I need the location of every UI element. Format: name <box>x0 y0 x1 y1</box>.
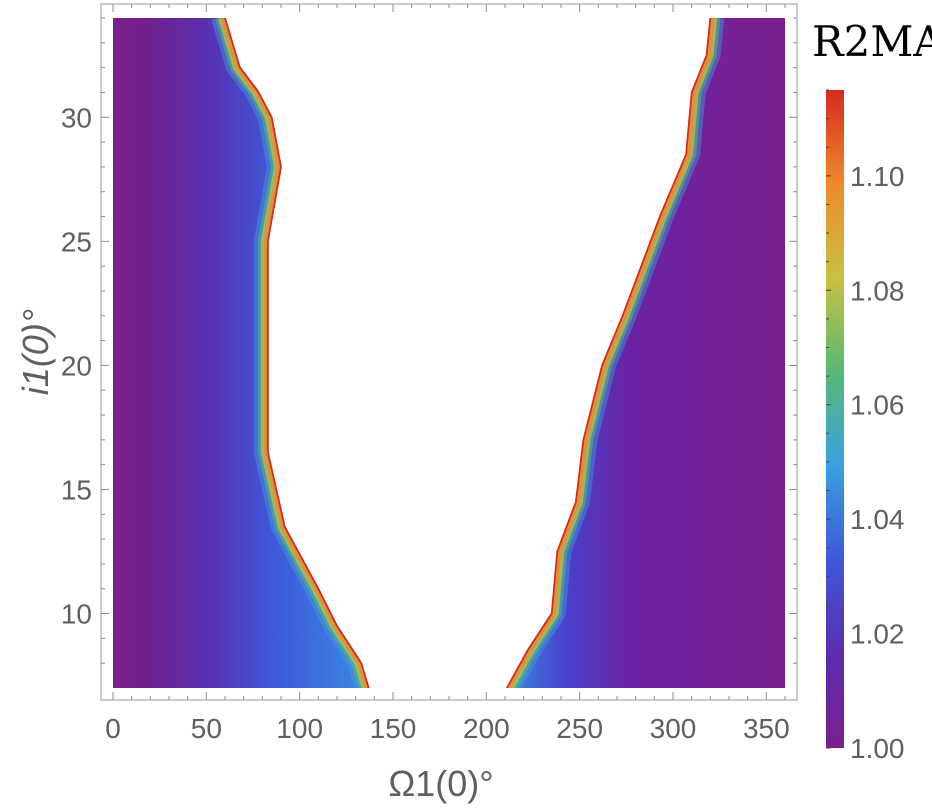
right-stable-region-edge-band <box>506 18 712 688</box>
x-tick-label: 200 <box>463 713 510 744</box>
y-tick-label: 20 <box>61 350 92 381</box>
colorbar-tick-label: 1.00 <box>850 733 905 764</box>
y-tick-label: 15 <box>61 474 92 505</box>
x-axis-title: Ω1(0)° <box>388 763 493 804</box>
colorbar-tick-label: 1.04 <box>850 504 905 535</box>
axis-ticks <box>101 4 797 700</box>
left-stable-region <box>113 18 369 688</box>
left-stable-region-edge-band <box>221 18 369 688</box>
y-tick-label: 25 <box>61 226 92 257</box>
x-tick-label: 0 <box>105 713 121 744</box>
x-tick-label: 150 <box>370 713 417 744</box>
x-tick-label: 250 <box>556 713 603 744</box>
colorbar-tick-label: 1.06 <box>850 390 905 421</box>
right-stable-region-edge-band <box>507 18 715 688</box>
colorbar-tick-label: 1.02 <box>850 619 905 650</box>
colorbar-title: R2MAX <box>812 17 932 66</box>
y-tick-label: 10 <box>61 599 92 630</box>
colorbar-bar <box>826 90 844 748</box>
x-tick-label: 50 <box>191 713 222 744</box>
axis-tick-labels: 0 50 100 150 200 250 300 350 10 15 20 25 30 <box>61 102 790 744</box>
heatmap-regions <box>113 18 785 688</box>
x-tick-label: 350 <box>743 713 790 744</box>
colorbar-tick-label: 1.10 <box>850 161 905 192</box>
colorbar-ticks: 1.00 1.02 1.04 1.06 1.08 1.10 <box>826 89 905 764</box>
x-tick-label: 100 <box>276 713 323 744</box>
colorbar: 1.00 1.02 1.04 1.06 1.08 1.10 R2MAX <box>812 17 932 764</box>
y-axis-title: i1(0)° <box>15 309 56 395</box>
y-tick-label: 30 <box>61 102 92 133</box>
x-tick-label: 300 <box>650 713 697 744</box>
colorbar-tick-label: 1.08 <box>850 275 905 306</box>
left-stable-region-edge-band <box>224 18 370 688</box>
